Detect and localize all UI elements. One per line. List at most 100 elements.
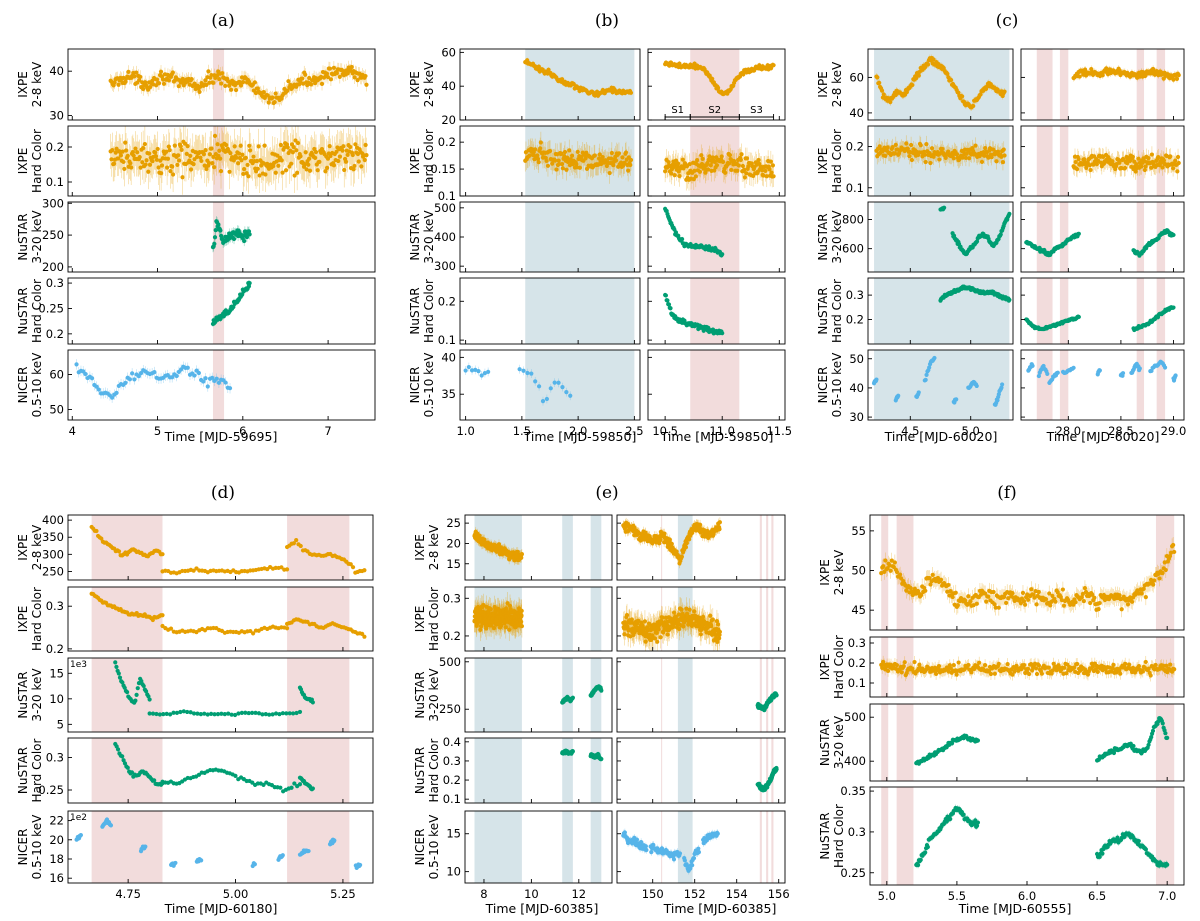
data-point: [290, 150, 295, 155]
y-axis-label-line: NuSTAR: [16, 213, 30, 260]
y-tick-label: 0.2: [438, 294, 456, 308]
data-point: [256, 144, 261, 149]
data-point: [147, 151, 152, 156]
data-point: [529, 371, 534, 376]
data-point: [231, 158, 236, 163]
x-tick-label: 10.5: [652, 424, 678, 438]
y-axis-label-line: 3-20 keV: [830, 210, 844, 264]
data-point: [236, 161, 241, 166]
data-point: [540, 399, 546, 404]
y-tick-label: 0.2: [846, 140, 864, 154]
data-point: [916, 390, 921, 395]
y-axis-label: NuSTARHard Color: [816, 279, 844, 343]
y-axis-label-line: IXPE: [408, 71, 422, 98]
data-point: [363, 142, 368, 148]
axes-frame: [67, 125, 376, 197]
data-point: [232, 144, 237, 149]
shaded-interval: [525, 202, 635, 272]
shaded-interval: [212, 126, 225, 196]
data-point: [665, 298, 670, 303]
data-point: [153, 150, 158, 155]
axes-c-1-1: [1020, 125, 1185, 197]
data-point: [974, 383, 979, 389]
data-point: [123, 380, 128, 386]
x-tick-label: 2.0: [569, 424, 587, 438]
data-point: [224, 142, 229, 148]
subplot-c-1: 28.0 28.5 29.0: [1020, 48, 1186, 438]
data-point: [247, 281, 252, 286]
data-point: [192, 373, 197, 378]
data-point: [548, 386, 553, 391]
y-tick-label: 500: [434, 201, 456, 215]
data-point: [217, 148, 222, 153]
data-point: [218, 156, 223, 161]
data-point: [203, 78, 208, 83]
y-tick-label: 60: [849, 70, 864, 84]
axes-c-1-0: [1020, 48, 1185, 121]
data-point: [123, 148, 129, 153]
panel-b: (b) Time [MJD-59850] Time [MJD-59850] 20…: [408, 11, 792, 444]
data-point: [888, 100, 893, 105]
y-axis-label-line: Hard Color: [422, 129, 436, 193]
data-point: [628, 162, 633, 168]
data-point: [315, 168, 320, 173]
data-point: [129, 165, 134, 170]
data-point: [178, 144, 183, 149]
data-point: [560, 385, 565, 390]
data-point: [1001, 147, 1006, 152]
x-tick-label: 11.5: [766, 424, 792, 438]
data-point: [285, 88, 290, 93]
y-axis-label-line: Hard Color: [422, 279, 436, 343]
shaded-interval: [1136, 202, 1145, 272]
data-point: [879, 88, 885, 93]
shaded-interval: [1059, 49, 1069, 120]
data-point: [245, 162, 250, 168]
panel-label-c: (c): [996, 11, 1019, 31]
axes-frame: [67, 48, 376, 121]
data-point: [211, 80, 216, 85]
data-point: [234, 155, 239, 160]
segment-label: S1: [671, 105, 684, 116]
x-tick-label: 4.5: [901, 424, 919, 438]
data-point: [227, 169, 232, 174]
data-point: [116, 156, 121, 161]
data-point: [486, 369, 491, 375]
data-point: [359, 164, 364, 169]
shaded-interval: [699, 350, 701, 420]
x-tick-label: 1.5: [513, 424, 531, 438]
data-point: [220, 71, 225, 76]
y-axis-label: NuSTARHard Color: [408, 279, 436, 343]
data-point: [143, 162, 148, 167]
y-axis-label-line: 2-8 keV: [422, 61, 436, 107]
data-point: [114, 390, 119, 395]
data-point: [356, 159, 361, 164]
shaded-interval: [874, 278, 1010, 344]
data-point: [325, 74, 331, 80]
data-point: [127, 377, 133, 382]
data-point: [293, 138, 298, 143]
data-point: [110, 148, 115, 153]
x-tick-label: 1.0: [456, 424, 474, 438]
data-point: [90, 376, 95, 381]
data-point: [323, 169, 328, 174]
data-point: [319, 81, 325, 86]
x-tick-label: 5.0: [962, 424, 980, 438]
y-axis-label-line: NICER: [816, 367, 830, 404]
data-point: [201, 152, 207, 157]
data-point: [159, 171, 164, 176]
data-point: [187, 158, 192, 163]
data-point: [141, 86, 146, 92]
data-point: [679, 237, 685, 242]
data-point: [285, 145, 290, 150]
data-point: [185, 144, 190, 149]
y-axis-label-line: NuSTAR: [816, 213, 830, 260]
x-tick-label: 2.5: [625, 424, 643, 438]
data-point: [325, 156, 331, 161]
data-point: [165, 165, 170, 170]
